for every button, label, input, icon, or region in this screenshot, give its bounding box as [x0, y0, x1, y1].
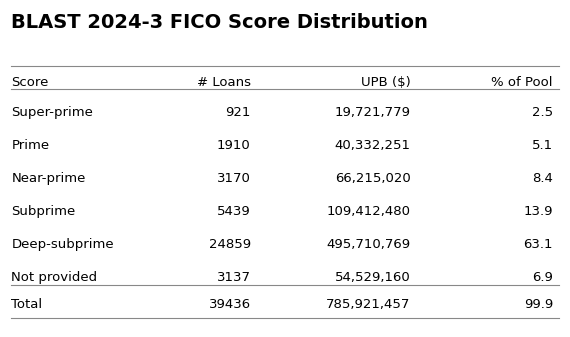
Text: 54,529,160: 54,529,160 [335, 271, 410, 284]
Text: 1910: 1910 [217, 139, 251, 152]
Text: Prime: Prime [11, 139, 50, 152]
Text: 99.9: 99.9 [524, 298, 553, 311]
Text: 13.9: 13.9 [523, 205, 553, 218]
Text: 5439: 5439 [217, 205, 251, 218]
Text: 785,921,457: 785,921,457 [326, 298, 410, 311]
Text: Super-prime: Super-prime [11, 106, 93, 119]
Text: 3137: 3137 [217, 271, 251, 284]
Text: 109,412,480: 109,412,480 [327, 205, 410, 218]
Text: 8.4: 8.4 [532, 172, 553, 185]
Text: 3170: 3170 [217, 172, 251, 185]
Text: Not provided: Not provided [11, 271, 97, 284]
Text: 19,721,779: 19,721,779 [335, 106, 410, 119]
Text: Deep-subprime: Deep-subprime [11, 238, 114, 251]
Text: 2.5: 2.5 [532, 106, 553, 119]
Text: Total: Total [11, 298, 43, 311]
Text: Score: Score [11, 76, 49, 89]
Text: # Loans: # Loans [197, 76, 251, 89]
Text: 39436: 39436 [209, 298, 251, 311]
Text: % of Pool: % of Pool [491, 76, 553, 89]
Text: 5.1: 5.1 [532, 139, 553, 152]
Text: 495,710,769: 495,710,769 [326, 238, 410, 251]
Text: BLAST 2024-3 FICO Score Distribution: BLAST 2024-3 FICO Score Distribution [11, 13, 428, 32]
Text: UPB ($): UPB ($) [361, 76, 410, 89]
Text: Near-prime: Near-prime [11, 172, 86, 185]
Text: Subprime: Subprime [11, 205, 76, 218]
Text: 66,215,020: 66,215,020 [335, 172, 410, 185]
Text: 63.1: 63.1 [523, 238, 553, 251]
Text: 40,332,251: 40,332,251 [335, 139, 410, 152]
Text: 6.9: 6.9 [532, 271, 553, 284]
Text: 24859: 24859 [209, 238, 251, 251]
Text: 921: 921 [225, 106, 251, 119]
